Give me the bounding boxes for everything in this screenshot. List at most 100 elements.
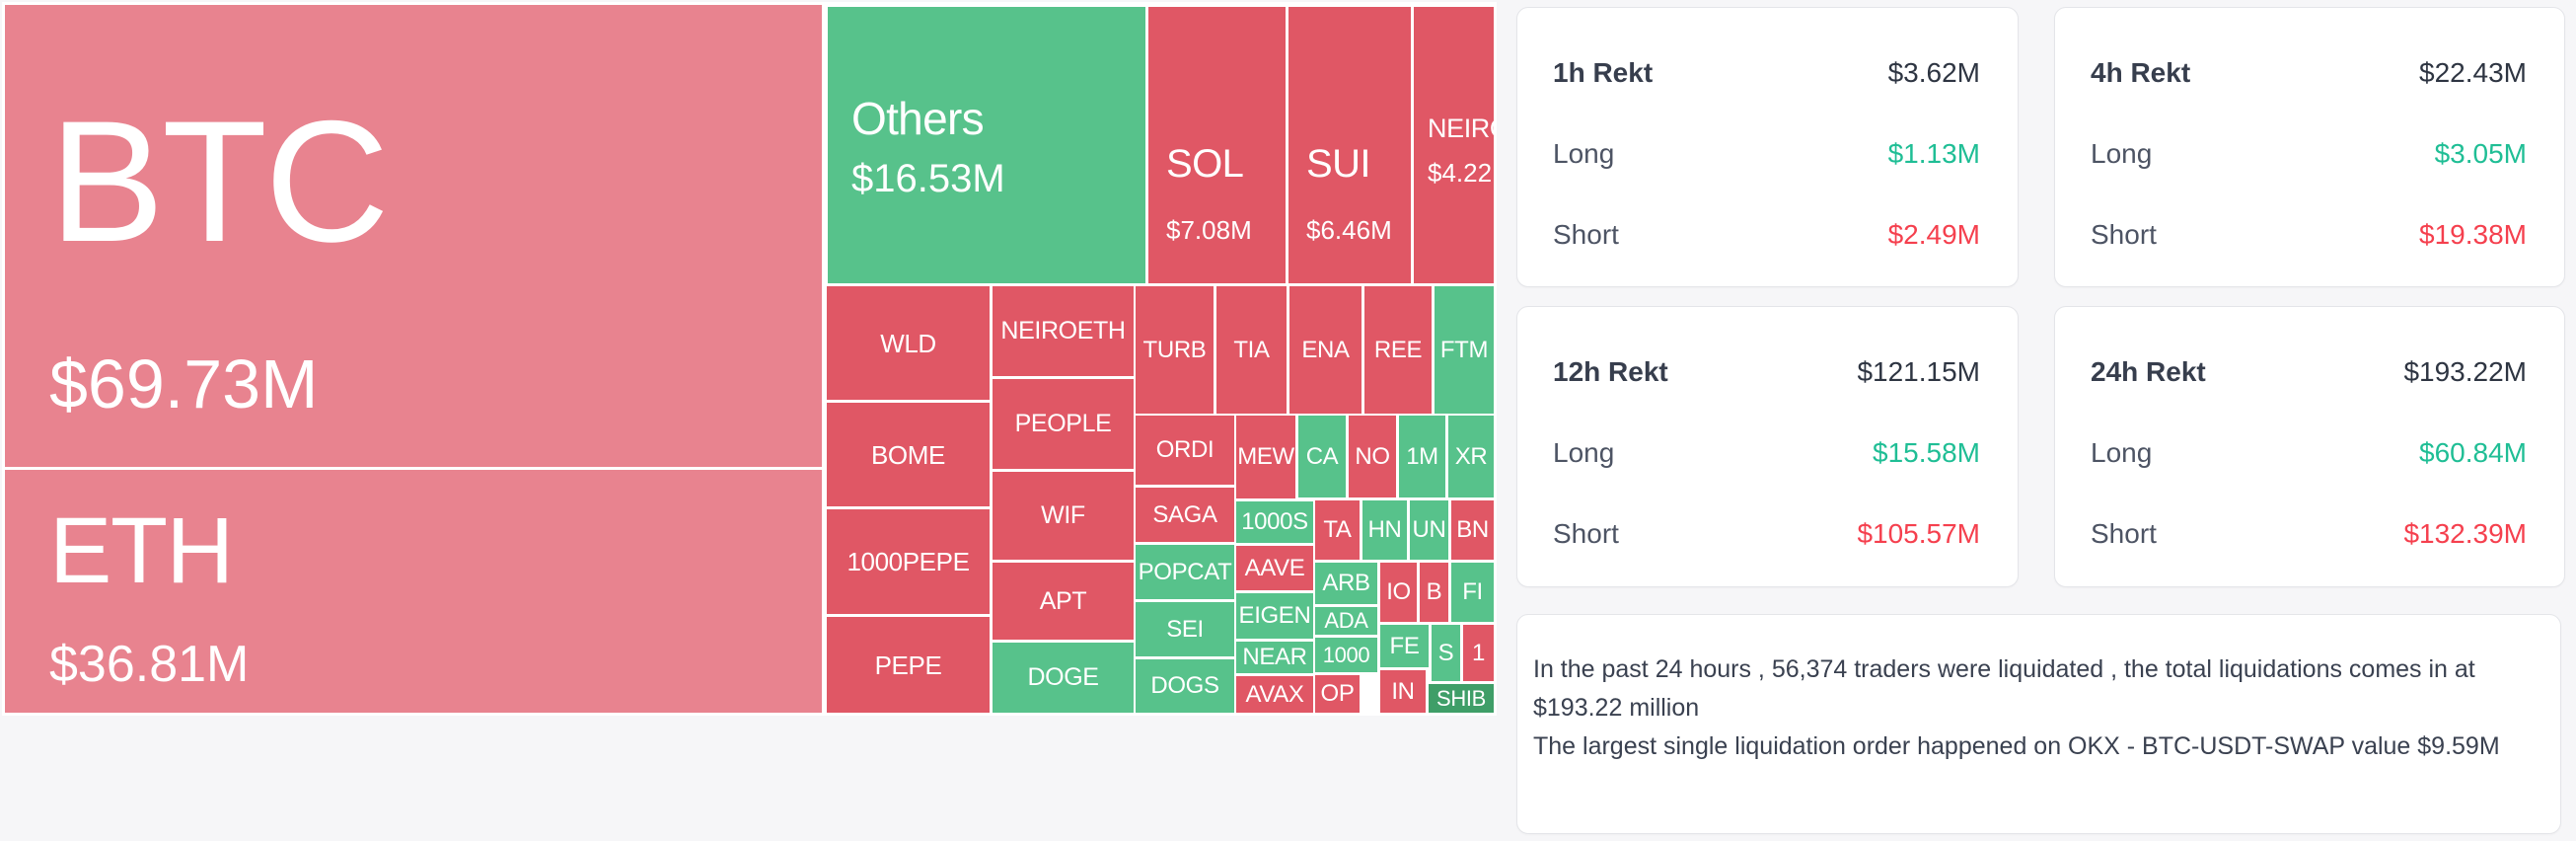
treemap-tile-turb[interactable]: TURB [1136,286,1214,414]
treemap-tile-ena[interactable]: ENA [1289,286,1362,414]
treemap-tile-1[interactable]: 1 [1463,625,1494,681]
treemap-tile-aave[interactable]: AAVE [1236,546,1313,590]
treemap-tile-mew[interactable]: MEW [1236,416,1295,498]
tile-symbol: ARB [1322,570,1370,596]
treemap-tile-xr[interactable]: XR [1448,416,1494,497]
card-total-value: $3.62M [1887,57,1980,88]
treemap-tile-shib[interactable]: SHIB [1429,684,1494,713]
card-title: 1h Rekt [1553,57,1654,88]
tile-value: $4.22 [1428,158,1493,188]
treemap-tile-s[interactable]: S [1432,625,1460,681]
treemap-tile-ftm[interactable]: FTM [1435,286,1494,414]
liquidation-summary-card: In the past 24 hours , 56,374 traders we… [1516,614,2561,834]
card-title: 24h Rekt [2091,356,2206,387]
treemap-tile-no[interactable]: NO [1349,416,1396,497]
treemap-tile-in[interactable]: IN [1380,670,1426,713]
treemap-tile-arb[interactable]: ARB [1315,563,1377,604]
card-title: 12h Rekt [1553,356,1668,387]
treemap-tile-io[interactable]: IO [1380,563,1417,622]
rekt-card-4h-rekt: 4h Rekt $22.43M Long $3.05M Short $19.38… [2054,7,2565,287]
tile-symbol: DOGE [1027,663,1099,691]
treemap-tile-ree[interactable]: REE [1364,286,1432,414]
tile-symbol: SHIB [1435,685,1487,711]
long-label: Long [2091,437,2153,468]
tile-symbol: TIA [1233,336,1270,363]
treemap-tile-fi[interactable]: FI [1451,563,1494,622]
card-long-row: Long $1.13M [1553,138,1980,170]
treemap-tile-1000s[interactable]: 1000S [1236,501,1313,543]
treemap-tile-popcat[interactable]: POPCAT [1136,545,1234,599]
card-header-row: 4h Rekt $22.43M [2091,57,2527,89]
tile-symbol: NO [1355,442,1390,470]
treemap-tile-avax[interactable]: AVAX [1236,676,1313,713]
tile-symbol: TA [1323,516,1352,543]
treemap-tile-dogs[interactable]: DOGS [1136,659,1234,713]
tile-symbol: HN [1367,516,1402,543]
tile-symbol: FE [1389,632,1420,659]
card-header-row: 12h Rekt $121.15M [1553,356,1980,388]
treemap-tile-others[interactable]: Others $16.53M [828,7,1145,283]
treemap-tile-pepe[interactable]: PEPE [827,617,990,713]
tile-symbol: WIF [1041,501,1085,529]
tile-value: $69.73M [49,345,319,422]
treemap-tile-ada[interactable]: ADA [1315,607,1377,635]
treemap-tile-op[interactable]: OP [1315,675,1360,713]
treemap-tile-near[interactable]: NEAR [1236,642,1313,673]
tile-symbol: 1000 [1322,642,1370,667]
tile-symbol: SOL [1166,142,1244,186]
treemap-tile-sei[interactable]: SEI [1136,602,1234,656]
treemap-tile-eigen[interactable]: EIGEN [1236,593,1313,639]
treemap-tile-sol[interactable]: SOL $7.08M [1148,7,1286,283]
treemap-tile-tia[interactable]: TIA [1216,286,1287,414]
treemap-tile-un[interactable]: UN [1410,500,1448,560]
tile-symbol: MEW [1237,443,1294,470]
treemap-tile-fe[interactable]: FE [1380,625,1429,667]
tile-symbol: CA [1305,442,1339,470]
short-value: $19.38M [2419,219,2527,250]
tile-symbol: 1000S [1241,508,1308,535]
tile-symbol: ORDI [1155,436,1214,463]
treemap-tile-saga[interactable]: SAGA [1136,488,1234,542]
tile-symbol: 1000PEPE [846,547,970,576]
tile-symbol: OP [1320,680,1355,707]
treemap-tile-neiro[interactable]: NEIRO $4.22 [1414,7,1494,283]
tile-value: $36.81M [49,636,250,693]
treemap-tile-1000[interactable]: 1000 [1315,638,1377,672]
tile-symbol: NEIRO [1428,114,1494,143]
treemap-tile-hn[interactable]: HN [1362,500,1407,560]
treemap-tile-bn[interactable]: BN [1451,500,1494,560]
rekt-card-1h-rekt: 1h Rekt $3.62M Long $1.13M Short $2.49M [1516,7,2019,287]
treemap-tile-people[interactable]: PEOPLE [993,379,1134,469]
tile-symbol: XR [1454,442,1488,470]
card-long-row: Long $60.84M [2091,437,2527,469]
treemap-tile-ordi[interactable]: ORDI [1136,416,1234,485]
tile-symbol: ADA [1324,608,1368,633]
tile-symbol: TURB [1142,336,1207,363]
treemap-tile-neiroeth[interactable]: NEIROETH [993,286,1134,376]
treemap-tile-apt[interactable]: APT [993,563,1134,640]
treemap-tile-eth[interactable]: ETH $36.81M [5,470,822,713]
tile-symbol: ETH [49,498,234,603]
treemap-tile-1000pepe[interactable]: 1000PEPE [827,509,990,614]
tile-symbol: SUI [1306,142,1370,186]
treemap-tile-1m[interactable]: 1M [1399,416,1445,497]
short-value: $132.39M [2403,518,2527,549]
treemap-tile-wif[interactable]: WIF [993,472,1134,560]
tile-symbol: 1 [1472,639,1485,666]
treemap-tile-bome[interactable]: BOME [827,403,990,506]
card-short-row: Short $2.49M [1553,219,1980,251]
short-value: $105.57M [1857,518,1980,549]
tile-symbol: B [1426,578,1442,605]
treemap-tile-doge[interactable]: DOGE [993,643,1134,713]
treemap-tile-btc[interactable]: BTC $69.73M [5,5,822,467]
treemap-tile-b[interactable]: B [1420,563,1448,622]
card-header-row: 24h Rekt $193.22M [2091,356,2527,388]
treemap-tile-wld[interactable]: WLD [827,286,990,400]
treemap-tile-sui[interactable]: SUI $6.46M [1288,7,1411,283]
treemap-tile-ta[interactable]: TA [1315,500,1360,560]
tile-value: $6.46M [1306,215,1392,245]
summary-line-2: The largest single liquidation order hap… [1533,732,2500,760]
treemap-tile-ca[interactable]: CA [1298,416,1346,497]
tile-symbol: 1M [1406,442,1438,470]
